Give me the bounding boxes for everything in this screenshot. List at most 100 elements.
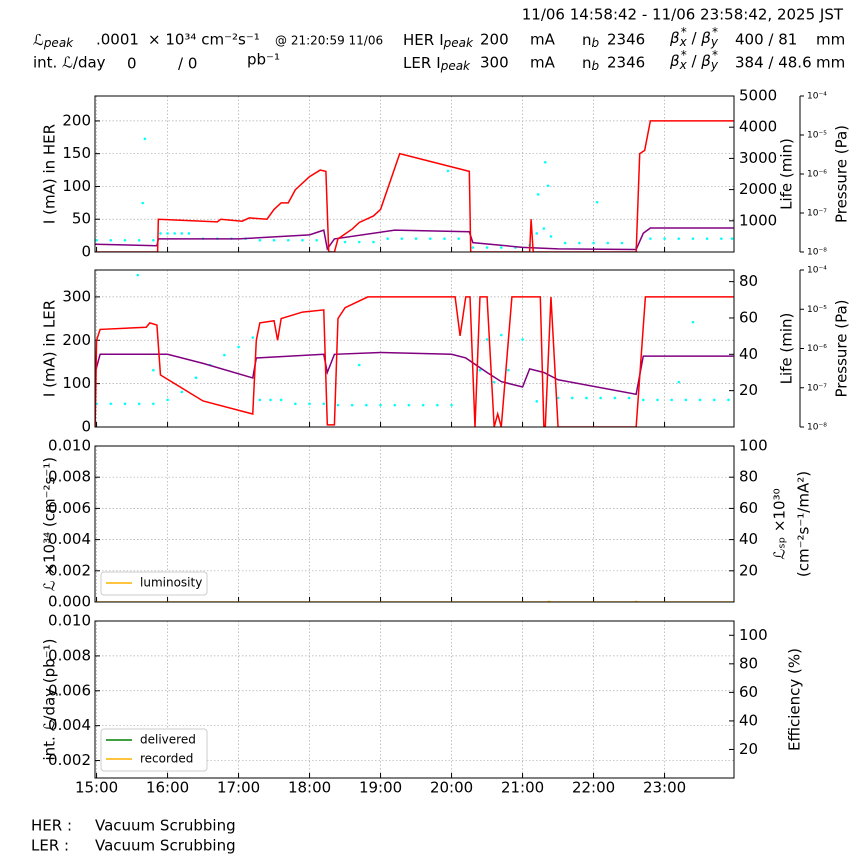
pressure-point: [123, 238, 127, 242]
y2-tick-label: 5000: [739, 87, 777, 105]
sub: peak: [440, 59, 471, 73]
pressure-point: [720, 237, 723, 240]
panel: 15:00 16:00 17:00 18:00 19:00 20:00 21:00 22:00…: [41, 612, 804, 797]
pressure-point: [542, 227, 546, 230]
pressure-point: [670, 398, 673, 402]
pressure-point: [294, 402, 297, 406]
pressure-point: [258, 238, 262, 242]
y-tick-label: 0.008: [48, 468, 91, 486]
pressure-point: [136, 273, 140, 277]
pressure-point: [471, 246, 475, 249]
beta: β: [669, 52, 680, 70]
plot-frame: [94, 620, 735, 779]
pressure-point: [141, 201, 145, 205]
y3-tick-label: 10⁻⁷: [807, 383, 827, 393]
pressure-point: [152, 368, 155, 372]
pressure-point: [269, 398, 272, 402]
pressure-point: [627, 396, 631, 400]
y3-tick-label: 10⁻⁶: [807, 170, 827, 180]
pressure-point: [372, 240, 375, 244]
pressure-point: [499, 246, 503, 249]
ipeak-label: LER Ipeak: [403, 54, 471, 73]
y3-label: Pressure (Pa): [833, 299, 851, 397]
pressure-point: [109, 402, 113, 406]
y3-tick-label: 10⁻⁷: [807, 209, 827, 219]
y2-label: Life (min): [778, 313, 796, 385]
y-tick-label: 100: [62, 177, 91, 195]
pressure-point: [613, 396, 617, 400]
pressure-point: [379, 403, 382, 407]
ring: LER :: [31, 837, 69, 855]
pressure-point: [279, 398, 283, 402]
pressure-point: [620, 241, 624, 245]
pressure-point: [414, 237, 418, 240]
legend: delivered recorded: [100, 728, 208, 772]
pressure-point: [563, 241, 567, 245]
symbol: n: [582, 31, 592, 49]
y-tick-label: 200: [62, 331, 91, 349]
beta-label: βx* / βy*: [669, 25, 719, 49]
pressure-point: [180, 390, 184, 394]
nb: 2346: [607, 54, 645, 72]
pressure-point: [595, 200, 599, 204]
y-tick-label: 200: [62, 111, 91, 129]
y2-tick-label: 60: [739, 683, 758, 701]
x-tick-label: 16:00: [146, 779, 189, 797]
series-line: [95, 296, 734, 427]
y2-label: Life (min): [778, 138, 796, 210]
y2-tick-label: 60: [739, 308, 758, 326]
plot-frame: [94, 445, 735, 603]
pressure-point: [166, 398, 169, 402]
pressure-point: [407, 403, 411, 407]
footer: HER : Vacuum Scrubbing LER : Vacuum Scru…: [31, 817, 236, 855]
plot-frame: [94, 95, 735, 253]
pressure-point: [521, 338, 524, 341]
pressure-point: [656, 398, 659, 402]
y2-tick-label: 40: [739, 530, 758, 548]
y-tick-label: 300: [62, 287, 91, 305]
pressure-point: [677, 380, 681, 384]
pressure-point: [606, 241, 610, 245]
pressure-point: [499, 333, 503, 337]
pressure-point: [137, 238, 141, 242]
sub: b: [592, 36, 600, 50]
pressure-point: [258, 398, 262, 402]
y-tick-label: 150: [62, 144, 91, 162]
beta: β: [669, 29, 680, 47]
pressure-point: [251, 336, 255, 339]
pressure-point: [393, 403, 397, 407]
legend-box: [100, 571, 208, 596]
pressure-point: [386, 237, 389, 240]
x-tick-label: 22:00: [572, 779, 615, 797]
beta-unit: mm: [816, 54, 845, 72]
pressure-point: [507, 368, 510, 372]
ipeak-label: HER Ipeak: [403, 31, 474, 50]
y3-tick-label: 10⁻⁶: [807, 344, 827, 354]
pressure-point: [556, 396, 560, 400]
pressure-point: [159, 232, 162, 235]
symbol: I: [439, 31, 443, 49]
plot-frame: [94, 269, 735, 428]
y3-label: Pressure (Pa): [833, 125, 851, 223]
y-tick-label: 0.004: [48, 530, 91, 548]
pressure-point: [691, 320, 695, 324]
pressure-point: [123, 402, 127, 406]
panel: 0.000 0.002 0.004 0.006 0.008 0.010 20 40 60 80 10…: [41, 437, 813, 611]
pressure-point: [649, 237, 652, 240]
nb: 2346: [607, 31, 645, 49]
y2-tick-label: 100: [739, 626, 768, 644]
y-tick-label: 100: [62, 374, 91, 392]
y2-tick-label: 40: [739, 345, 758, 363]
pressure-point: [698, 398, 702, 402]
sup: *: [712, 25, 718, 39]
y3-tick-label: 10⁻⁵: [807, 131, 827, 141]
y-tick-label: 50: [72, 210, 91, 228]
x-tick-label: 18:00: [288, 779, 331, 797]
pressure-point: [187, 232, 191, 235]
pressure-point: [599, 396, 602, 400]
pressure-point: [536, 193, 540, 196]
y3-tick-label: 10⁻⁴: [807, 92, 827, 102]
y3-tick-label: 10⁻⁴: [807, 266, 827, 276]
pressure-point: [549, 235, 553, 238]
